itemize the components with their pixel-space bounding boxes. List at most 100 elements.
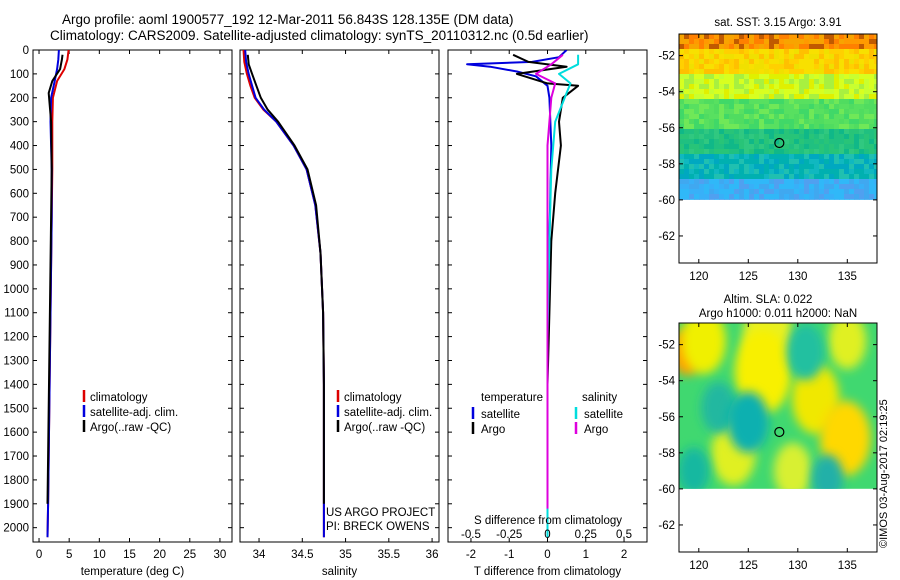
sst-cell (724, 39, 730, 45)
sst-cell (769, 189, 775, 195)
sst-cell (789, 144, 795, 150)
sst-cell (839, 99, 845, 105)
sst-cell (739, 34, 745, 40)
sst-cell (859, 109, 865, 115)
sst-cell (769, 179, 775, 185)
sst-cell (874, 179, 877, 185)
sst-cell (804, 44, 810, 50)
sst-cell (694, 129, 700, 135)
sst-cell (809, 139, 815, 145)
sst-cell (704, 194, 710, 200)
sst-cell (794, 39, 800, 45)
sst-cell (719, 199, 725, 200)
sst-cell (694, 44, 700, 50)
sst-cell (864, 94, 870, 100)
sst-cell (799, 94, 805, 100)
sst-cell (869, 49, 875, 55)
sst-cell (749, 124, 755, 130)
sst-cell (784, 134, 790, 140)
sst-cell (709, 199, 715, 200)
sst-cell (814, 129, 820, 135)
sst-cell (864, 164, 870, 170)
sst-cell (719, 194, 725, 200)
depth-tick-label: 1700 (3, 451, 29, 463)
sst-cell (744, 109, 750, 115)
sst-cell (874, 149, 877, 155)
sst-cell (774, 89, 780, 95)
sst-cell (789, 89, 795, 95)
temperature-profile-frame (32, 49, 233, 543)
sst-cell (764, 34, 770, 40)
sst-cell (829, 104, 835, 110)
sst-cell (694, 74, 700, 80)
sst-cell (814, 119, 820, 125)
sst-cell (759, 139, 765, 145)
sst-cell (839, 174, 845, 180)
sst-cell (854, 84, 860, 90)
sst-cell (789, 149, 795, 155)
sst-cell (854, 109, 860, 115)
sst-cell (739, 54, 745, 60)
sst-cell (794, 124, 800, 130)
sst-cell (719, 114, 725, 120)
sst-cell (729, 54, 735, 60)
sst-cell (839, 194, 845, 200)
sst-cell (859, 104, 865, 110)
sst-cell (684, 99, 690, 105)
sst-cell (704, 59, 710, 65)
sst-cell (859, 199, 865, 200)
sst-cell (734, 159, 740, 165)
sst-cell (859, 164, 865, 170)
sst-cell (729, 74, 735, 80)
sst-cell (824, 99, 830, 105)
sst-cell (849, 159, 855, 165)
sst-cell (809, 169, 815, 175)
sst-cell (814, 139, 820, 145)
sst-cell (869, 119, 875, 125)
series-line (244, 50, 325, 538)
sst-cell (699, 109, 705, 115)
series-line (546, 54, 580, 538)
sst-cell (859, 179, 865, 185)
sst-cell (709, 69, 715, 75)
sst-map-frame (678, 33, 878, 264)
sst-cell (684, 154, 690, 160)
sst-cell (714, 64, 720, 70)
sst-cell (789, 104, 795, 110)
sst-cell (724, 109, 730, 115)
sst-cell (834, 184, 840, 190)
sst-cell (714, 69, 720, 75)
sst-cell (684, 159, 690, 165)
sst-cell (824, 104, 830, 110)
x-tick-label: 2 (621, 549, 627, 561)
sst-cell (864, 169, 870, 175)
sst-cell (799, 89, 805, 95)
sst-cell (689, 44, 695, 50)
sst-cell (704, 89, 710, 95)
sst-cell (724, 119, 730, 125)
sst-cell (844, 79, 850, 85)
sst-cell (804, 139, 810, 145)
sst-cell (724, 169, 730, 175)
sst-cell (694, 109, 700, 115)
sst-cell (809, 74, 815, 80)
sst-cell (719, 109, 725, 115)
sst-cell (714, 44, 720, 50)
sst-cell (764, 89, 770, 95)
sst-cell (784, 94, 790, 100)
sst-cell (849, 34, 855, 40)
sst-cell (729, 104, 735, 110)
sst-cell (799, 109, 805, 115)
sst-cell (869, 164, 875, 170)
sla-anomaly (773, 442, 812, 489)
sst-cell (779, 174, 785, 180)
sla-map-title-line1: Altim. SLA: 0.022 (724, 294, 813, 306)
sst-cell (769, 114, 775, 120)
sst-cell (689, 84, 695, 90)
sst-cell (729, 199, 735, 200)
sst-cell (699, 129, 705, 135)
sst-cell (874, 119, 877, 125)
sst-cell (779, 134, 785, 140)
sst-cell (774, 74, 780, 80)
sst-cell (749, 94, 755, 100)
